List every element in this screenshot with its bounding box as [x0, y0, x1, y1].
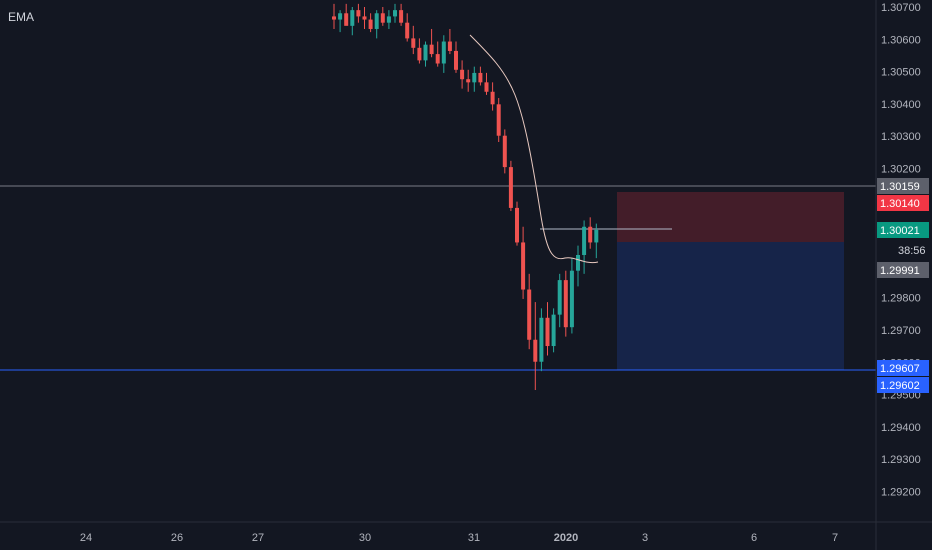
candle-body — [521, 242, 526, 290]
candle-body — [576, 255, 580, 271]
candle-body — [545, 317, 550, 347]
price-badge — [877, 178, 929, 194]
candle-body — [563, 280, 568, 328]
candle-body — [502, 135, 507, 168]
price-badge — [877, 222, 929, 238]
position-stop-zone[interactable] — [617, 192, 844, 242]
ema-line — [469, 34, 599, 264]
candles-group — [332, 3, 599, 390]
price-badge — [877, 262, 929, 278]
price-badge-label: 1.30140 — [880, 198, 920, 210]
price-badge — [877, 360, 929, 376]
time-tick-label: 7 — [832, 532, 838, 544]
candle-body — [447, 41, 452, 51]
candle-body — [466, 79, 471, 83]
time-tick-label: 30 — [359, 532, 371, 544]
indicator-label[interactable]: EMA — [8, 10, 35, 24]
candle-body — [380, 13, 385, 23]
candle-body — [496, 104, 501, 136]
candle-body — [515, 207, 519, 243]
candle-body — [399, 10, 404, 23]
candle-body — [338, 13, 343, 20]
price-badge-label: 1.30021 — [880, 225, 920, 237]
price-tick-label: 1.30200 — [881, 164, 921, 176]
price-tick-label: 1.30500 — [881, 67, 921, 79]
price-badge-label: 1.29991 — [880, 265, 920, 277]
candle-body — [374, 13, 379, 29]
candle-body — [460, 69, 465, 80]
time-tick-label: 6 — [751, 532, 757, 544]
candle-body — [527, 289, 532, 340]
candle-body — [441, 41, 446, 64]
price-tick-label: 1.29400 — [881, 422, 921, 434]
price-badge-label: 1.29607 — [880, 363, 920, 375]
candle-body — [368, 19, 373, 29]
candle-body — [454, 50, 458, 70]
candle-body — [557, 280, 562, 315]
candle-body — [423, 44, 428, 61]
candle-body — [332, 16, 336, 20]
candle-body — [429, 44, 434, 55]
candle-body — [356, 10, 361, 17]
position-target-zone[interactable] — [617, 242, 844, 370]
candle-body — [533, 339, 538, 362]
price-tick-label: 1.29800 — [881, 293, 921, 305]
candle-body — [508, 167, 513, 208]
time-tick-label: 26 — [171, 532, 183, 544]
time-axis[interactable]: 24 26 27 30 31 2020 3 6 7 — [80, 532, 838, 544]
candle-body — [569, 270, 574, 328]
candle-body — [405, 22, 410, 39]
candle-body — [588, 226, 593, 243]
price-tick-label: 1.30600 — [881, 34, 921, 46]
price-badges: 1.30159 1.30140 1.30021 38:56 1.29991 1.29607… — [877, 178, 931, 393]
price-badge-label: 1.30159 — [880, 181, 920, 193]
price-tick-label: 1.29200 — [881, 487, 921, 499]
candle-body — [490, 91, 495, 105]
time-tick-label: 24 — [80, 532, 92, 544]
time-tick-label: 27 — [252, 532, 264, 544]
price-badge — [877, 377, 929, 393]
candle-body — [435, 54, 440, 64]
candle-body — [594, 229, 599, 243]
price-badge — [877, 195, 929, 211]
price-tick-label: 1.30300 — [881, 131, 921, 143]
candle-body — [393, 10, 397, 17]
time-tick-label: 31 — [468, 532, 480, 544]
time-tick-label: 3 — [642, 532, 648, 544]
candle-body — [386, 16, 391, 23]
candle-body — [484, 82, 489, 92]
candle-body — [411, 38, 416, 48]
price-badge-label: 1.29602 — [880, 380, 920, 392]
time-tick-label: 2020 — [554, 532, 578, 544]
price-tick-label: 1.30400 — [881, 99, 921, 111]
price-badge — [895, 242, 931, 258]
candle-body — [539, 317, 544, 362]
candle-body — [362, 16, 367, 20]
candle-body — [344, 13, 349, 26]
price-tick-label: 1.29700 — [881, 325, 921, 337]
candle-body — [417, 47, 422, 61]
candle-body — [472, 72, 477, 83]
candle-body — [551, 314, 556, 347]
price-tick-label: 1.30700 — [881, 2, 921, 14]
candle-body — [478, 72, 483, 83]
price-badge-label: 38:56 — [898, 245, 926, 257]
candle-body — [582, 226, 587, 255]
candle-body — [350, 10, 355, 26]
price-tick-label: 1.29300 — [881, 454, 921, 466]
